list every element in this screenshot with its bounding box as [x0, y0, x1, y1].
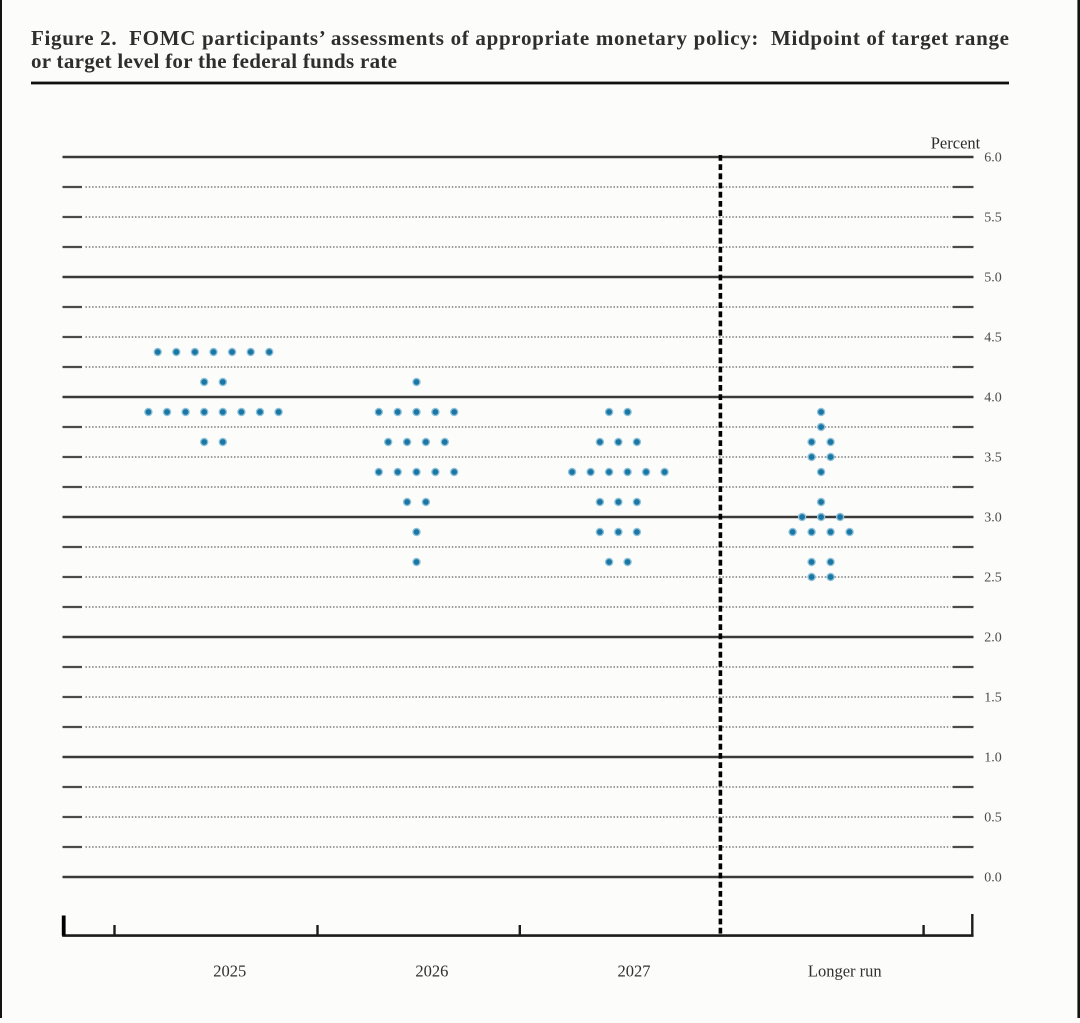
svg-text:5.5: 5.5	[984, 210, 1002, 225]
svg-text:Longer run: Longer run	[808, 962, 882, 981]
svg-text:3.5: 3.5	[984, 450, 1002, 465]
svg-text:2027: 2027	[618, 962, 651, 981]
svg-text:or target level for the federa: or target level for the federal funds ra…	[31, 49, 397, 73]
svg-text:Figure 2. FOMC participants’: Figure 2. FOMC participants’ assessments…	[31, 26, 1009, 50]
svg-text:2.5: 2.5	[984, 570, 1002, 585]
svg-text:1.5: 1.5	[984, 690, 1002, 705]
svg-text:4.5: 4.5	[984, 330, 1002, 345]
svg-text:0.0: 0.0	[984, 870, 1002, 885]
svg-text:0.5: 0.5	[984, 810, 1002, 825]
svg-text:3.0: 3.0	[984, 510, 1002, 525]
svg-text:6.0: 6.0	[984, 150, 1002, 165]
svg-text:1.0: 1.0	[984, 750, 1002, 765]
svg-text:2025: 2025	[213, 962, 246, 981]
svg-text:2.0: 2.0	[984, 630, 1002, 645]
svg-text:2026: 2026	[415, 962, 448, 981]
svg-text:5.0: 5.0	[984, 270, 1002, 285]
svg-text:4.0: 4.0	[984, 390, 1002, 405]
svg-text:Percent: Percent	[931, 134, 981, 153]
